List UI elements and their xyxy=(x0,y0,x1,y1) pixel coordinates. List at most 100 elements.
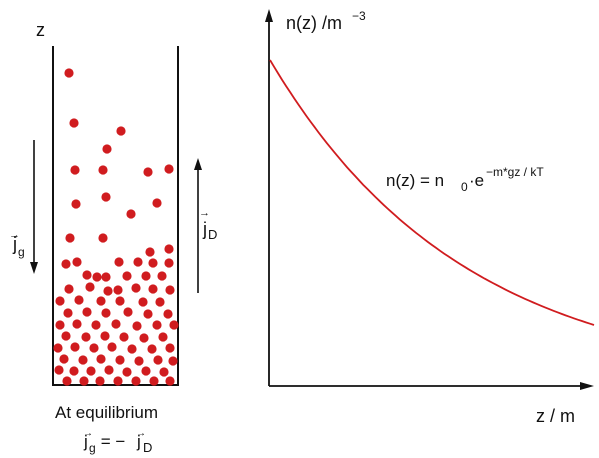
particle xyxy=(139,333,149,343)
y-axis-label-text: n(z) /m xyxy=(286,13,342,33)
particle xyxy=(53,343,63,353)
svg-text:→: → xyxy=(199,207,210,219)
particle xyxy=(143,309,153,319)
diffusion-flux-label: → j D xyxy=(199,207,217,242)
formula-exponent: −m*gz / kT xyxy=(486,165,544,179)
gravity-flux-arrow xyxy=(30,140,38,274)
particle xyxy=(158,332,168,342)
particle xyxy=(157,271,167,281)
particle xyxy=(165,343,175,353)
jd-subscript: D xyxy=(208,227,217,242)
particle xyxy=(64,68,74,78)
particle xyxy=(159,367,169,377)
particle xyxy=(155,297,165,307)
particle xyxy=(164,164,174,174)
particle xyxy=(107,342,117,352)
equilibrium-equation: → j g = − → j D xyxy=(83,428,152,455)
particle xyxy=(70,165,80,175)
particle xyxy=(59,354,69,364)
eq-lhs-subscript: g xyxy=(89,441,96,455)
particle xyxy=(115,296,125,306)
particle xyxy=(141,366,151,376)
particle xyxy=(92,272,102,282)
density-curve xyxy=(269,59,595,326)
particle xyxy=(153,355,163,365)
particle xyxy=(164,244,174,254)
particle xyxy=(96,296,106,306)
particle xyxy=(61,259,71,269)
particle xyxy=(148,258,158,268)
particle xyxy=(145,247,155,257)
particle xyxy=(122,367,132,377)
particle-group xyxy=(53,68,179,386)
particle xyxy=(101,308,111,318)
density-graph: n(z) /m −3 z / m n(z) = n 0 ·e −m*gz / k… xyxy=(265,9,595,426)
particle xyxy=(152,320,162,330)
particle xyxy=(98,165,108,175)
particle xyxy=(98,233,108,243)
particle xyxy=(126,209,136,219)
particle xyxy=(96,354,106,364)
particle xyxy=(131,283,141,293)
y-axis-label-exponent: −3 xyxy=(352,9,366,23)
particle xyxy=(113,376,123,386)
particle xyxy=(82,307,92,317)
barometric-formula: n(z) = n 0 ·e −m*gz / kT xyxy=(386,165,544,194)
svg-text:→: → xyxy=(83,428,93,439)
particle xyxy=(115,355,125,365)
particle xyxy=(54,365,64,375)
particle xyxy=(64,284,74,294)
eq-lhs-symbol: j xyxy=(83,432,88,451)
particle xyxy=(72,257,82,267)
particle xyxy=(116,126,126,136)
svg-text:→: → xyxy=(9,229,20,241)
particle xyxy=(62,376,72,386)
particle xyxy=(123,307,133,317)
particle xyxy=(131,376,141,386)
particle xyxy=(149,376,159,386)
eq-operator: = − xyxy=(96,432,130,451)
particle xyxy=(148,284,158,294)
eq-rhs-subscript: D xyxy=(143,440,152,455)
particle xyxy=(133,257,143,267)
particle xyxy=(104,365,114,375)
jd-symbol: j xyxy=(202,219,207,239)
svg-text:→: → xyxy=(136,428,146,439)
eq-rhs-symbol: j xyxy=(136,432,141,451)
particle xyxy=(119,332,129,342)
particle xyxy=(138,297,148,307)
particle xyxy=(95,376,105,386)
particle xyxy=(70,342,80,352)
formula-dot-e: ·e xyxy=(469,171,484,190)
formula-main: n(z) = n xyxy=(386,171,444,190)
particle xyxy=(65,233,75,243)
particle xyxy=(69,118,79,128)
y-axis xyxy=(265,9,273,386)
particle xyxy=(85,282,95,292)
particle xyxy=(100,331,110,341)
particle xyxy=(55,296,65,306)
particle xyxy=(143,167,153,177)
particle xyxy=(101,272,111,282)
x-axis xyxy=(269,382,594,390)
particle xyxy=(122,271,132,281)
particle xyxy=(114,257,124,267)
diffusion-flux-arrow xyxy=(194,158,202,293)
jg-symbol: j xyxy=(12,234,17,254)
particle xyxy=(74,295,84,305)
particle xyxy=(61,331,71,341)
particle xyxy=(113,285,123,295)
equilibrium-caption: At equilibrium xyxy=(55,403,158,422)
particle xyxy=(55,320,65,330)
particle xyxy=(89,343,99,353)
particle xyxy=(141,271,151,281)
container-z-label: z xyxy=(36,20,45,40)
particle xyxy=(127,344,137,354)
x-axis-label: z / m xyxy=(536,406,575,426)
particle xyxy=(134,356,144,366)
container-panel: z → j g → j D At equilibrium → j g = xyxy=(9,20,217,455)
particle xyxy=(79,376,89,386)
container-walls xyxy=(52,46,179,386)
y-axis-label: n(z) /m −3 xyxy=(286,9,366,33)
